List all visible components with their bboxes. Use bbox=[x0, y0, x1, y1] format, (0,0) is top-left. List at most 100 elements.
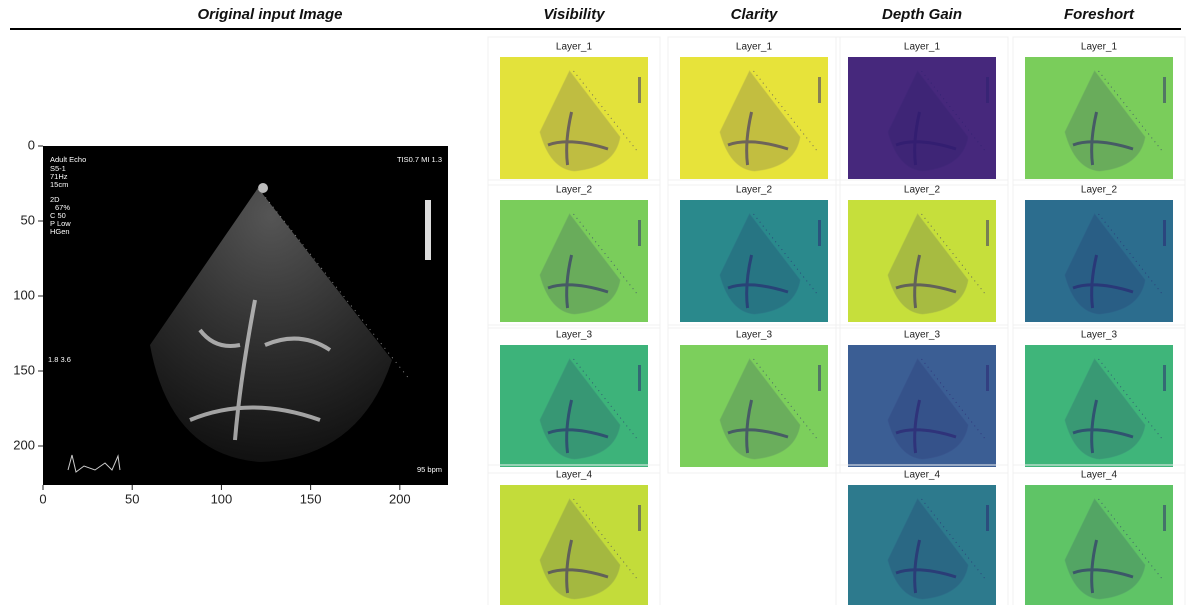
layer-label: Layer_1 bbox=[556, 42, 593, 53]
y-tick-label: 0 bbox=[28, 137, 35, 152]
layer-label: Layer_3 bbox=[556, 330, 593, 341]
feature-walls bbox=[1072, 399, 1134, 454]
feature-map bbox=[500, 200, 648, 322]
y-tick-label: 200 bbox=[13, 437, 35, 452]
feature-map bbox=[500, 485, 648, 605]
tile-frame bbox=[835, 179, 1009, 329]
echo-overlay-text: 95 bpm bbox=[417, 465, 442, 474]
feature-bar bbox=[638, 220, 641, 246]
echo-overlay-text: 67% bbox=[55, 203, 70, 212]
feature-map bbox=[1025, 345, 1173, 467]
ecg-trace bbox=[67, 454, 121, 473]
echo-overlay-text: HGen bbox=[50, 227, 70, 236]
feature-map bbox=[1025, 200, 1173, 322]
tile-frame bbox=[487, 464, 661, 605]
feature-walls bbox=[547, 399, 609, 454]
feature-bar bbox=[638, 505, 641, 531]
feature-walls bbox=[727, 399, 789, 454]
feature-map bbox=[680, 345, 828, 467]
layer-label: Layer_2 bbox=[1081, 185, 1118, 196]
feature-walls bbox=[895, 399, 957, 454]
layer-label: Layer_3 bbox=[736, 330, 773, 341]
feature-bar bbox=[638, 365, 641, 391]
echo-overlay-text: 2D bbox=[50, 195, 60, 204]
x-tick-label: 150 bbox=[300, 491, 322, 506]
feature-bar bbox=[986, 77, 989, 103]
feature-bar bbox=[986, 505, 989, 531]
echo-overlay-text: Adult Echo bbox=[50, 155, 86, 164]
echo-walls bbox=[189, 299, 332, 441]
tile-frame bbox=[1012, 464, 1186, 605]
feature-map bbox=[680, 200, 828, 322]
echo-overlay-text: 71Hz bbox=[50, 172, 68, 181]
echo-overlay-text: 1.8 3.6 bbox=[48, 355, 71, 364]
echo-overlay-text: S5-1 bbox=[50, 164, 66, 173]
feature-walls bbox=[895, 111, 957, 166]
feature-bar bbox=[638, 77, 641, 103]
feature-map bbox=[1025, 485, 1173, 605]
echo-overlay-text: C 50 bbox=[50, 211, 66, 220]
feature-walls bbox=[547, 539, 609, 594]
tile-frame bbox=[487, 324, 661, 474]
feature-map bbox=[680, 57, 828, 179]
y-tick-label: 150 bbox=[13, 362, 35, 377]
tile-frame bbox=[667, 36, 841, 186]
tile-frame bbox=[667, 179, 841, 329]
column-header: Visibility bbox=[543, 6, 605, 23]
column-header: Depth Gain bbox=[882, 6, 962, 23]
feature-bar bbox=[986, 220, 989, 246]
layer-label: Layer_2 bbox=[736, 185, 773, 196]
feature-walls bbox=[895, 254, 957, 309]
tile-frame bbox=[1012, 324, 1186, 474]
header: Original input Image bbox=[197, 6, 342, 23]
feature-map bbox=[500, 57, 648, 179]
layer-label: Layer_4 bbox=[904, 470, 941, 481]
echo-guide bbox=[257, 187, 411, 381]
feature-walls bbox=[1072, 539, 1134, 594]
echo-overlay-text: P Low bbox=[50, 219, 71, 228]
tile-frame bbox=[1012, 36, 1186, 186]
feature-walls bbox=[1072, 254, 1134, 309]
tile-frame bbox=[667, 324, 841, 474]
layer-label: Layer_3 bbox=[1081, 330, 1118, 341]
feature-bar bbox=[1163, 365, 1166, 391]
feature-map bbox=[500, 345, 648, 467]
feature-walls bbox=[1072, 111, 1134, 166]
tile-frame bbox=[487, 36, 661, 186]
feature-map bbox=[848, 200, 996, 322]
y-tick-label: 100 bbox=[13, 287, 35, 302]
tile-frame bbox=[835, 36, 1009, 186]
feature-bar bbox=[986, 365, 989, 391]
x-tick-label: 100 bbox=[211, 491, 233, 506]
tile-frame bbox=[835, 324, 1009, 474]
feature-map bbox=[848, 345, 996, 467]
feature-walls bbox=[895, 539, 957, 594]
layer-label: Layer_1 bbox=[736, 42, 773, 53]
layer-label: Layer_2 bbox=[904, 185, 941, 196]
feature-bar bbox=[1163, 220, 1166, 246]
tile-frame bbox=[487, 179, 661, 329]
x-tick-label: 0 bbox=[39, 491, 46, 506]
layer-label: Layer_3 bbox=[904, 330, 941, 341]
x-tick-label: 200 bbox=[389, 491, 411, 506]
y-tick-label: 50 bbox=[21, 212, 35, 227]
feature-bar bbox=[1163, 505, 1166, 531]
tile-frame bbox=[835, 464, 1009, 605]
echo-overlay-text: TIS0.7 MI 1.3 bbox=[397, 155, 442, 164]
feature-walls bbox=[547, 254, 609, 309]
echo-sector bbox=[150, 188, 392, 462]
feature-map bbox=[1025, 57, 1173, 179]
feature-map bbox=[848, 485, 996, 605]
feature-bar bbox=[818, 220, 821, 246]
feature-map bbox=[848, 57, 996, 179]
feature-walls bbox=[727, 254, 789, 309]
feature-walls bbox=[727, 111, 789, 166]
feature-bar bbox=[1163, 77, 1166, 103]
feature-bar bbox=[818, 77, 821, 103]
layer-label: Layer_1 bbox=[904, 42, 941, 53]
feature-walls bbox=[547, 111, 609, 166]
x-tick-label: 50 bbox=[125, 491, 139, 506]
tile-frame bbox=[1012, 179, 1186, 329]
echo-marker bbox=[258, 183, 268, 193]
